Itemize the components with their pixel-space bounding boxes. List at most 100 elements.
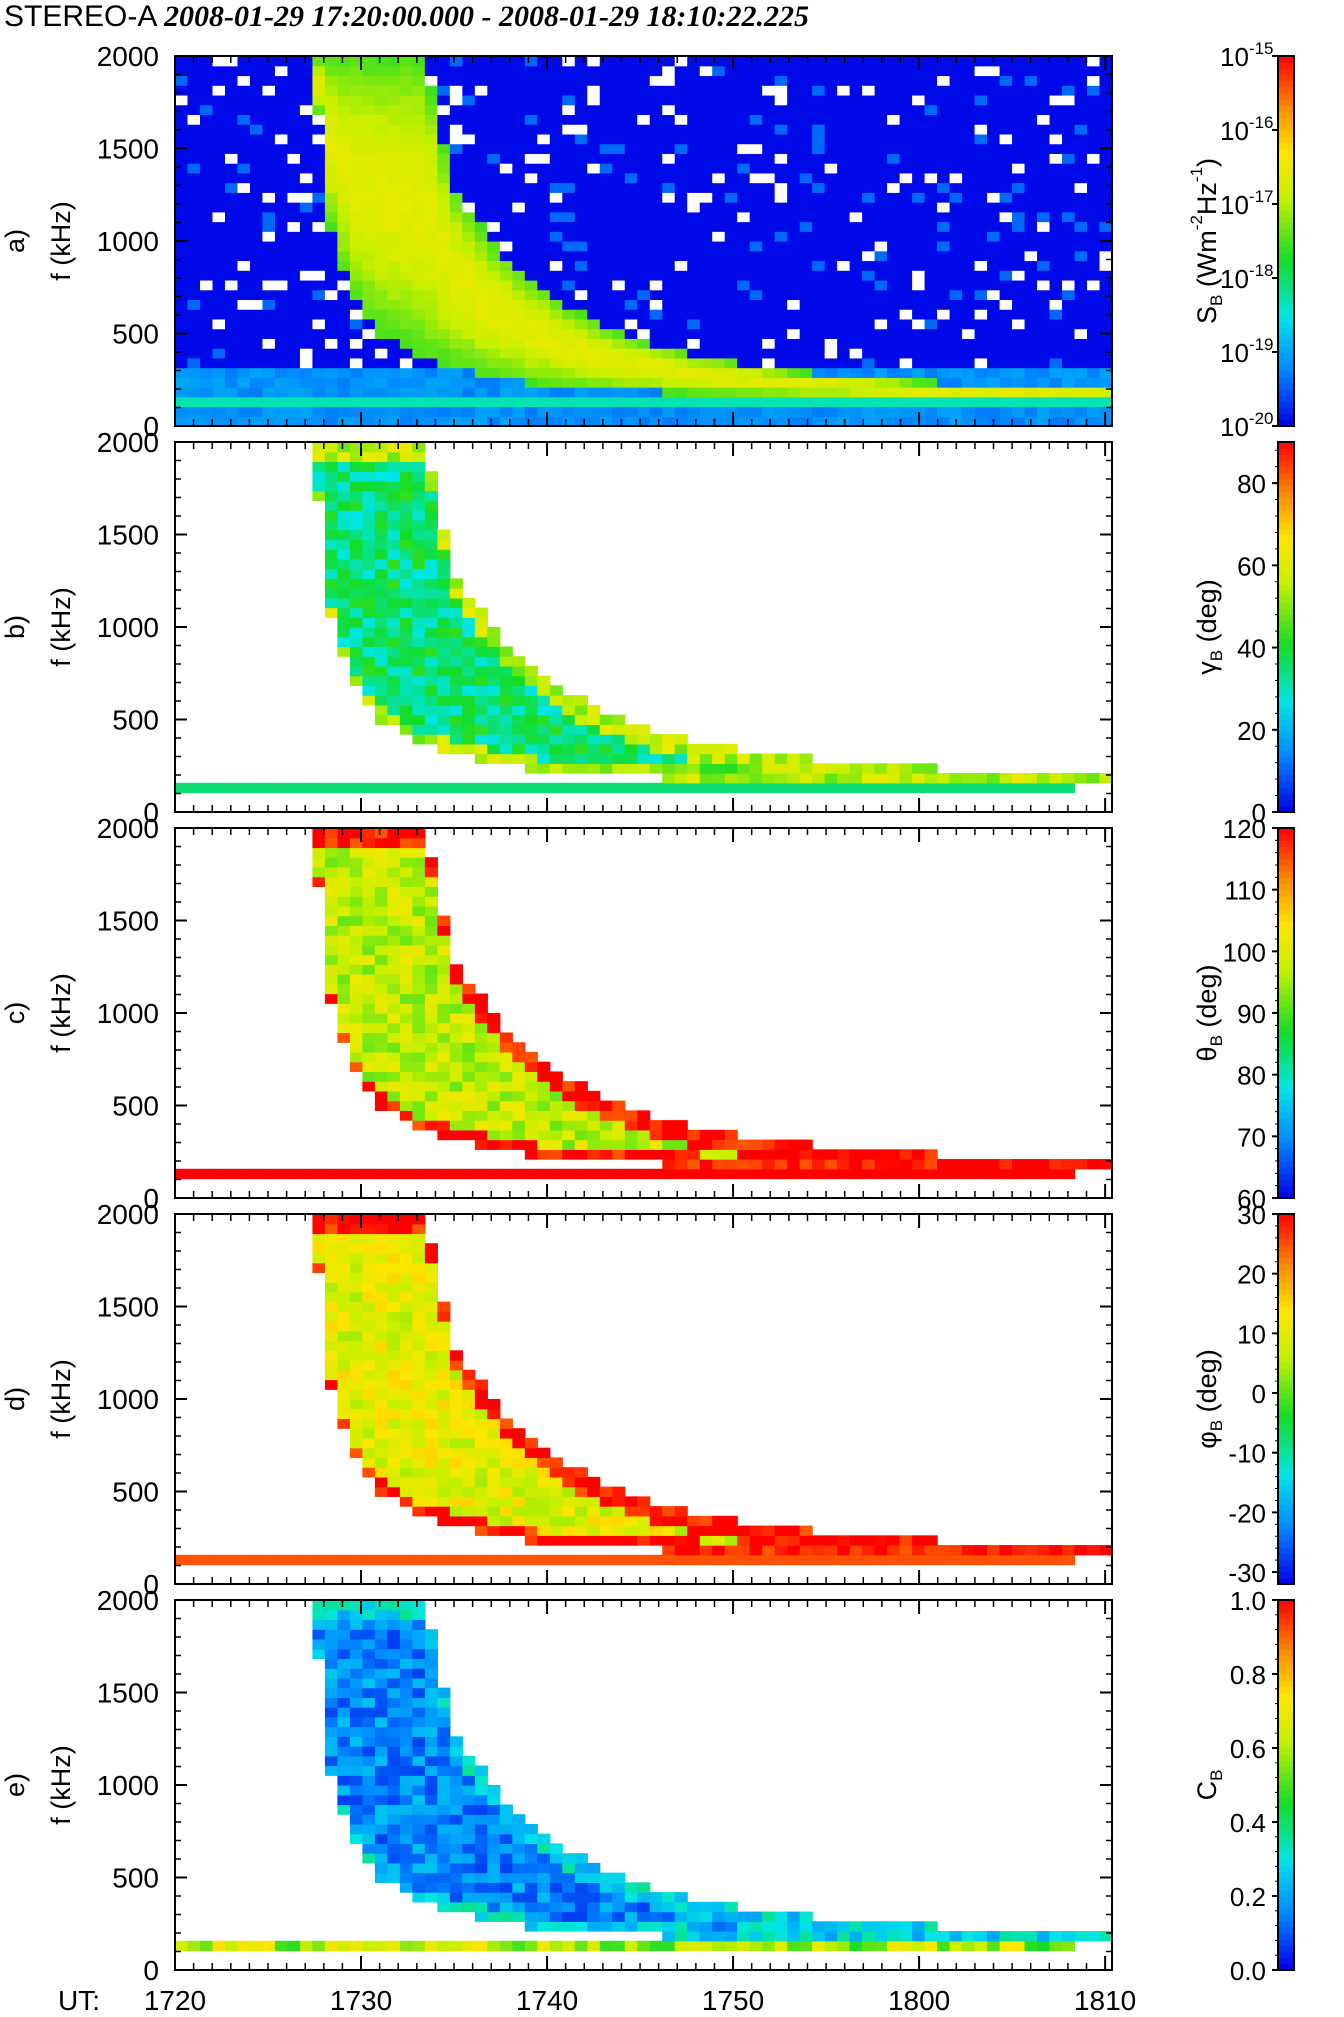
heatmap-cell (474, 1013, 488, 1024)
heatmap-cell (449, 211, 463, 223)
heatmap-cell (437, 94, 451, 106)
heatmap-cell (249, 279, 264, 291)
heatmap-cell (1062, 396, 1076, 408)
heatmap-cell (362, 529, 376, 540)
heatmap-cell (362, 656, 376, 667)
heatmap-cell (662, 172, 676, 184)
heatmap-cell (549, 202, 563, 213)
colorbar-segment (1278, 1062, 1294, 1070)
heatmap-cell (924, 114, 938, 125)
heatmap-cell (837, 348, 851, 359)
heatmap-cell (787, 753, 801, 764)
heatmap-cell (387, 357, 401, 369)
heatmap-cell (374, 260, 388, 271)
heatmap-cell (862, 416, 876, 427)
heatmap-cell (799, 85, 813, 96)
colorbar-segment (1278, 633, 1294, 640)
heatmap-cell (624, 114, 638, 125)
heatmap-cell (374, 695, 388, 706)
heatmap-cell (374, 944, 388, 956)
heatmap-cell (874, 114, 888, 125)
heatmap-cell (424, 221, 438, 232)
heatmap-cell (274, 163, 289, 174)
heatmap-cell (574, 192, 588, 203)
heatmap-cell (562, 114, 576, 125)
heatmap-cell (649, 94, 663, 106)
heatmap-cell (549, 753, 563, 764)
heatmap-cell (412, 396, 426, 408)
heatmap-cell (987, 143, 1001, 154)
heatmap-cell (787, 56, 801, 67)
heatmap-cell (374, 1311, 388, 1322)
heatmap-cell (899, 65, 913, 77)
heatmap-cell (762, 241, 776, 252)
heatmap-cell (524, 387, 538, 398)
heatmap-cell (974, 1168, 988, 1180)
heatmap-cell (374, 182, 388, 193)
heatmap-cell (412, 1042, 426, 1053)
heatmap-cell (237, 221, 251, 232)
heatmap-cell (1074, 94, 1088, 106)
heatmap-cell (387, 617, 401, 628)
heatmap-cell (387, 974, 401, 985)
heatmap-cell (412, 734, 426, 745)
heatmap-cell (362, 1437, 376, 1449)
heatmap-cell (1099, 65, 1113, 77)
heatmap-cell (562, 695, 576, 706)
heatmap-cell (787, 1168, 801, 1180)
heatmap-cell (549, 211, 563, 223)
heatmap-cell (374, 964, 388, 975)
heatmap-cell (799, 241, 813, 252)
heatmap-cell (1062, 387, 1076, 398)
heatmap-cell (524, 260, 538, 271)
heatmap-cell (1024, 85, 1038, 96)
heatmap-cell (1037, 163, 1051, 174)
heatmap-cell (624, 65, 638, 77)
heatmap-cell (487, 104, 501, 116)
heatmap-cell (1037, 182, 1051, 193)
heatmap-cell (299, 279, 314, 291)
heatmap-cell (412, 1081, 426, 1092)
heatmap-cell (662, 260, 676, 271)
heatmap-cell (387, 837, 401, 849)
heatmap-cell (237, 1168, 251, 1180)
heatmap-cell (949, 396, 963, 408)
heatmap-cell (687, 133, 701, 145)
heatmap-cell (937, 182, 951, 193)
heatmap-cell (399, 954, 413, 965)
heatmap-cell (1087, 104, 1101, 116)
heatmap-cell (999, 192, 1013, 203)
heatmap-cell (324, 915, 339, 926)
heatmap-cell (774, 406, 788, 417)
heatmap-cell (537, 172, 551, 184)
heatmap-cell (687, 289, 701, 301)
heatmap-cell (924, 56, 938, 67)
heatmap-cell (662, 763, 676, 774)
heatmap-cell (1062, 299, 1076, 310)
heatmap-cell (749, 260, 763, 271)
heatmap-cell (374, 915, 388, 926)
heatmap-cell (387, 1340, 401, 1351)
heatmap-cell (699, 211, 713, 223)
heatmap-cell (649, 85, 663, 96)
heatmap-cell (524, 309, 538, 320)
heatmap-cell (324, 964, 339, 975)
heatmap-cell (349, 1168, 363, 1180)
heatmap-cell (699, 182, 713, 193)
heatmap-cell (837, 387, 851, 398)
heatmap-cell (449, 357, 463, 369)
heatmap-cell (337, 480, 351, 492)
heatmap-cell (412, 182, 426, 193)
heatmap-cell (324, 231, 339, 242)
heatmap-cell (912, 279, 926, 291)
heatmap-cell (587, 357, 601, 369)
heatmap-cell (187, 279, 201, 291)
heatmap-cell (349, 1554, 363, 1566)
heatmap-cell (612, 143, 626, 154)
heatmap-cell (474, 221, 488, 232)
heatmap-cell (1099, 250, 1113, 262)
heatmap-cell (474, 338, 488, 349)
heatmap-cell (724, 85, 738, 96)
heatmap-cell (624, 279, 638, 291)
heatmap-cell (737, 357, 751, 369)
